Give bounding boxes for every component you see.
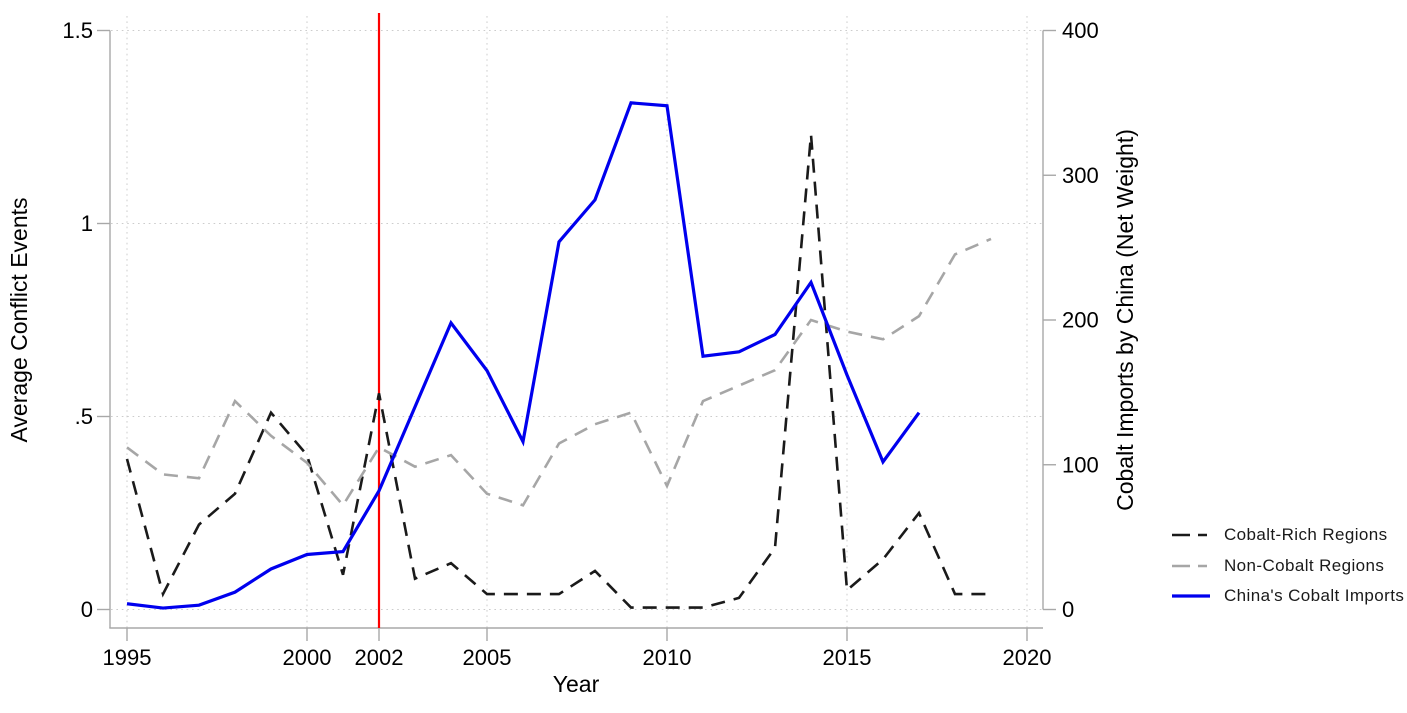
right-tick-label: 100	[1062, 452, 1099, 477]
right-tick-label: 200	[1062, 308, 1099, 333]
axis-labels: 0 .5 1 1.5 0 100 200 300 400 1995 2000 2002 2005 2010…	[62, 18, 1098, 670]
x-tick-label: 2015	[823, 645, 872, 670]
right-tick-label: 400	[1062, 18, 1099, 43]
legend-label-china-imports: China's Cobalt Imports	[1224, 586, 1405, 606]
left-axis-title: Average Conflict Events	[6, 197, 32, 442]
legend-label-cobalt-rich: Cobalt-Rich Regions	[1224, 525, 1388, 545]
x-tick-label: 2005	[463, 645, 512, 670]
x-tick-label: 1995	[103, 645, 152, 670]
series-line-0	[125, 134, 991, 609]
x-tick-label: 2000	[283, 645, 332, 670]
legend-item-china-imports: China's Cobalt Imports	[1172, 581, 1404, 612]
axes	[97, 29, 1056, 641]
x-axis-title: Year	[553, 671, 600, 697]
x-tick-label: 2002	[355, 645, 404, 670]
left-tick-label: 1	[81, 211, 93, 236]
series-line-2	[126, 101, 921, 610]
legend-item-cobalt-rich: Cobalt-Rich Regions	[1172, 520, 1404, 551]
x-tick-label: 2010	[643, 645, 692, 670]
left-tick-label: .5	[75, 404, 93, 429]
right-axis-title: Cobalt Imports by China (Net Weight)	[1112, 129, 1138, 511]
series-line-1	[126, 237, 992, 508]
legend-label-non-cobalt: Non-Cobalt Regions	[1224, 555, 1385, 575]
left-tick-label: 0	[81, 597, 93, 622]
legend: Cobalt-Rich Regions Non-Cobalt Regions C…	[1172, 520, 1404, 612]
legend-swatch-cobalt-rich-icon	[1172, 533, 1210, 537]
right-tick-label: 0	[1062, 597, 1074, 622]
legend-swatch-china-imports-icon	[1172, 594, 1210, 598]
right-tick-label: 300	[1062, 163, 1099, 188]
data-series	[125, 101, 992, 610]
left-tick-label: 1.5	[62, 18, 93, 43]
legend-swatch-non-cobalt-icon	[1172, 564, 1210, 568]
x-tick-label: 2020	[1003, 645, 1052, 670]
legend-item-non-cobalt: Non-Cobalt Regions	[1172, 551, 1404, 582]
gridlines	[111, 16, 1043, 628]
